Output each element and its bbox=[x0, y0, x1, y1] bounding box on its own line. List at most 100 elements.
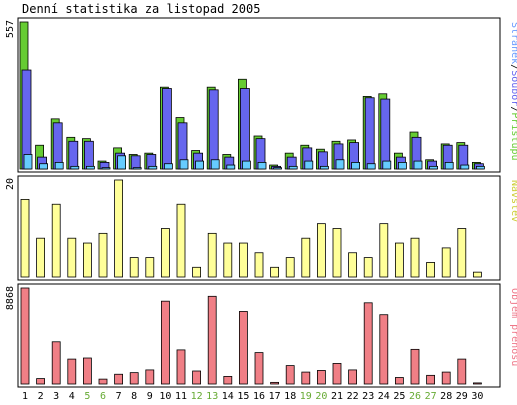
bar-visits-s0-28 bbox=[441, 247, 451, 278]
bar-hits-files-pages-s2-6 bbox=[101, 167, 111, 170]
bar-hits-files-pages-s2-16 bbox=[257, 162, 267, 170]
bar-hits-files-pages-s2-10 bbox=[163, 163, 173, 170]
bar-traffic-s0-11 bbox=[176, 349, 186, 385]
bar-visits-s0-6 bbox=[98, 232, 108, 278]
x-tick-label-2: 2 bbox=[38, 391, 44, 402]
bar-traffic-s0-27 bbox=[426, 374, 436, 385]
bar-hits-files-pages-s2-29 bbox=[460, 164, 470, 170]
bar-hits-files-pages-s1-13 bbox=[208, 89, 219, 170]
bar-traffic-s0-10 bbox=[160, 300, 170, 385]
bar-visits-s0-16 bbox=[254, 252, 264, 278]
bar-visits-s0-12 bbox=[192, 266, 202, 278]
bar-hits-files-pages-s2-25 bbox=[397, 162, 407, 170]
x-tick-label-14: 14 bbox=[222, 391, 234, 402]
bar-hits-files-pages-s2-17 bbox=[273, 167, 283, 170]
bar-visits-s0-15 bbox=[238, 242, 248, 278]
x-tick-label-29: 29 bbox=[456, 391, 468, 402]
bar-traffic-s0-22 bbox=[348, 369, 358, 385]
bar-traffic-s0-18 bbox=[285, 365, 295, 385]
bar-visits-s0-17 bbox=[270, 266, 280, 278]
series-label-hits-files-pages: Stránek/Soubor/Přístupů bbox=[509, 22, 517, 161]
axis-max-label-visits: 20 bbox=[5, 178, 16, 190]
bar-traffic-s0-4 bbox=[67, 358, 77, 385]
bar-hits-files-pages-s2-2 bbox=[39, 163, 48, 170]
bar-traffic-s0-3 bbox=[51, 341, 61, 385]
x-tick-label-25: 25 bbox=[393, 391, 405, 402]
bar-visits-s0-8 bbox=[129, 257, 139, 278]
panel-frame-hits-files-pages bbox=[17, 17, 501, 173]
bar-hits-files-pages-s2-28 bbox=[444, 162, 454, 170]
bar-visits-s0-23 bbox=[363, 257, 373, 278]
x-tick-label-3: 3 bbox=[53, 391, 59, 402]
bar-traffic-s0-24 bbox=[379, 314, 389, 385]
bar-traffic-s0-20 bbox=[316, 370, 326, 385]
bar-visits-s0-26 bbox=[410, 237, 420, 278]
bar-hits-files-pages-s1-4 bbox=[68, 140, 79, 170]
bar-hits-files-pages-s2-26 bbox=[413, 160, 423, 170]
x-tick-label-22: 22 bbox=[347, 391, 359, 402]
bar-visits-s0-27 bbox=[426, 262, 436, 278]
bar-traffic-s0-21 bbox=[332, 363, 342, 385]
bar-hits-files-pages-s1-24 bbox=[380, 98, 391, 170]
x-tick-label-20: 20 bbox=[315, 391, 327, 402]
bar-hits-files-pages-s2-27 bbox=[429, 165, 439, 170]
bar-visits-s0-25 bbox=[394, 242, 404, 278]
bar-hits-files-pages-s2-18 bbox=[288, 165, 298, 170]
bar-hits-files-pages-s1-8 bbox=[130, 155, 141, 170]
series-label-visits: Návštěv bbox=[509, 180, 517, 222]
bar-traffic-s0-13 bbox=[207, 295, 217, 385]
bar-hits-files-pages-s2-20 bbox=[319, 165, 329, 170]
bar-traffic-s0-8 bbox=[129, 372, 139, 385]
bar-hits-files-pages-s2-12 bbox=[195, 160, 205, 170]
bar-traffic-s0-29 bbox=[457, 358, 467, 385]
bar-hits-files-pages-s2-3 bbox=[54, 162, 64, 170]
x-tick-label-12: 12 bbox=[191, 391, 203, 402]
bar-visits-s0-21 bbox=[332, 228, 342, 278]
bar-visits-s0-9 bbox=[145, 257, 155, 278]
bar-traffic-s0-6 bbox=[98, 378, 108, 385]
bar-traffic-s0-12 bbox=[192, 370, 202, 385]
bar-hits-files-pages-s2-4 bbox=[70, 165, 80, 170]
bar-visits-s0-14 bbox=[223, 242, 233, 278]
bar-visits-s0-4 bbox=[67, 237, 77, 278]
bar-hits-files-pages-s1-5 bbox=[84, 140, 94, 170]
bar-hits-files-pages-s2-30 bbox=[475, 165, 485, 170]
bar-visits-s0-22 bbox=[348, 252, 358, 278]
x-tick-label-10: 10 bbox=[159, 391, 171, 402]
axis-max-label-traffic: 8868 bbox=[5, 286, 16, 310]
bar-visits-s0-1 bbox=[20, 198, 30, 278]
bar-hits-files-pages-s2-8 bbox=[132, 167, 142, 170]
x-tick-label-19: 19 bbox=[300, 391, 312, 402]
bar-hits-files-pages-s1-15 bbox=[239, 88, 250, 170]
x-tick-label-28: 28 bbox=[440, 391, 452, 402]
bar-visits-s0-5 bbox=[83, 242, 92, 278]
x-tick-label-13: 13 bbox=[206, 391, 218, 402]
axis-max-label-hits-files-pages: 557 bbox=[5, 20, 16, 38]
bar-hits-files-pages-s2-15 bbox=[241, 160, 251, 170]
x-tick-label-16: 16 bbox=[253, 391, 265, 402]
bar-hits-files-pages-s2-1 bbox=[23, 154, 33, 170]
bar-traffic-s0-17 bbox=[270, 381, 280, 385]
x-tick-label-9: 9 bbox=[147, 391, 153, 402]
bar-hits-files-pages-s2-7 bbox=[117, 155, 126, 170]
bar-traffic-s0-25 bbox=[394, 377, 404, 385]
bar-traffic-s0-16 bbox=[254, 352, 264, 385]
bar-hits-files-pages-s1-10 bbox=[161, 88, 172, 170]
x-tick-label-18: 18 bbox=[284, 391, 296, 402]
bar-traffic-s0-7 bbox=[114, 373, 123, 385]
x-tick-label-1: 1 bbox=[22, 391, 28, 402]
bar-traffic-s0-15 bbox=[238, 311, 248, 385]
bar-visits-s0-18 bbox=[285, 257, 295, 278]
bar-hits-files-pages-s2-5 bbox=[86, 165, 95, 170]
bar-hits-files-pages-s2-22 bbox=[351, 162, 361, 170]
x-tick-label-30: 30 bbox=[471, 391, 483, 402]
series-label-traffic: Objem přenosu bbox=[509, 288, 517, 366]
bar-traffic-s0-19 bbox=[301, 371, 311, 385]
bar-hits-files-pages-s2-24 bbox=[382, 160, 392, 170]
bar-visits-s0-2 bbox=[36, 237, 45, 278]
bar-hits-files-pages-s2-11 bbox=[179, 159, 189, 170]
chart-title: Denní statistika za listopad 2005 bbox=[22, 2, 261, 16]
x-tick-label-5: 5 bbox=[84, 391, 90, 402]
bar-hits-files-pages-s2-14 bbox=[226, 164, 236, 170]
